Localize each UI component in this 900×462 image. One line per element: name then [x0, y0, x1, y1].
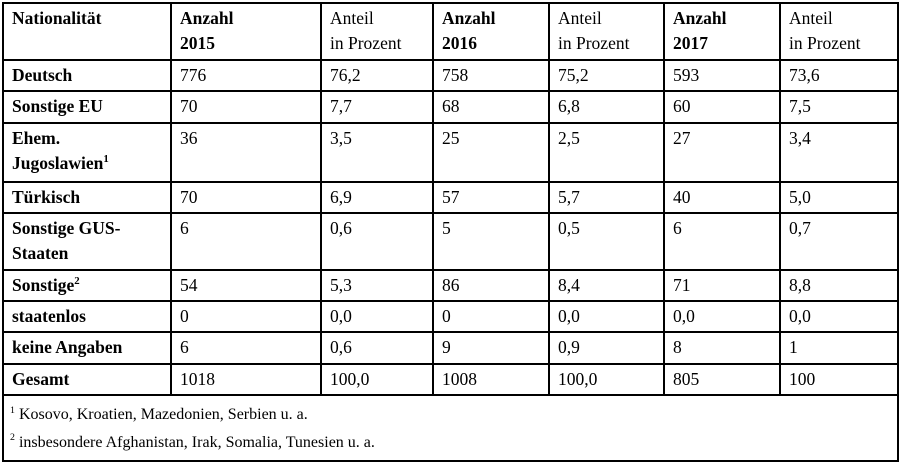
cell: 0,5: [548, 211, 665, 271]
row-label: Sonstige EU: [2, 90, 172, 124]
cell: 2,5: [548, 121, 665, 183]
table-row-sonstige: Sonstige2 54 5,3 86 8,4 71 8,8: [2, 268, 899, 303]
row-label: Sonstige2: [2, 268, 172, 303]
table-row-sonstige-gus-staaten: Sonstige GUS- Staaten 6 0,6 5 0,5 6 0,7: [2, 211, 899, 271]
cell: 25: [432, 121, 550, 183]
header-row: Nationalität Anzahl 2015 Anteil in Proze…: [2, 2, 899, 61]
cell: 60: [663, 90, 781, 124]
footnote-1-marker: 1: [10, 404, 15, 416]
column-header-nationalitaet: Nationalität: [2, 2, 172, 61]
column-header-anzahl-2015: Anzahl 2015: [170, 2, 322, 61]
cell: 0,0: [320, 299, 434, 334]
cell: 86: [432, 268, 550, 303]
cell: 8,8: [779, 268, 899, 303]
cell: 0,7: [779, 211, 899, 271]
row-label: Gesamt: [2, 362, 172, 397]
column-header-anteil-2015: Anteil in Prozent: [320, 2, 434, 61]
row-label: staatenlos: [2, 299, 172, 334]
footnote-1: 1 Kosovo, Kroatien, Mazedonien, Serbien u…: [10, 404, 308, 424]
table-row-keine-angaben: keine Angaben 6 0,6 9 0,9 8 1: [2, 331, 899, 365]
cell: 0,6: [320, 331, 434, 365]
row-label: Türkisch: [2, 180, 172, 214]
column-header-anzahl-2016: Anzahl 2016: [432, 2, 550, 61]
row-label: Sonstige GUS- Staaten: [2, 211, 172, 271]
table-row-gesamt: Gesamt 1018 100,0 1008 100,0 805 100: [2, 362, 899, 397]
cell: 7,5: [779, 90, 899, 124]
cell: 6: [170, 331, 322, 365]
row-label: keine Angaben: [2, 331, 172, 365]
cell: 5: [432, 211, 550, 271]
footnote-2-marker: 2: [10, 432, 15, 444]
cell: 5,7: [548, 180, 665, 214]
table-row-tuerkisch: Türkisch 70 6,9 57 5,7 40 5,0: [2, 180, 899, 214]
cell: 70: [170, 90, 322, 124]
cell: 758: [432, 58, 550, 93]
cell: 0: [170, 299, 322, 334]
cell: 36: [170, 121, 322, 183]
cell: 100: [779, 362, 899, 397]
cell: 5,0: [779, 180, 899, 214]
footnote-marker: 1: [103, 153, 109, 166]
cell: 3,4: [779, 121, 899, 183]
cell: 100,0: [320, 362, 434, 397]
cell: 0,6: [320, 211, 434, 271]
cell: 8: [663, 331, 781, 365]
row-label: Deutsch: [2, 58, 172, 93]
cell: 9: [432, 331, 550, 365]
row-label: Ehem. Jugoslawien1: [2, 121, 172, 183]
footnotes: 1 Kosovo, Kroatien, Mazedonien, Serbien u…: [2, 394, 899, 462]
cell: 68: [432, 90, 550, 124]
cell: 76,2: [320, 58, 434, 93]
cell: 57: [432, 180, 550, 214]
cell: 54: [170, 268, 322, 303]
cell: 27: [663, 121, 781, 183]
cell: 0,0: [663, 299, 781, 334]
cell: 0,0: [779, 299, 899, 334]
cell: 3,5: [320, 121, 434, 183]
cell: 6,9: [320, 180, 434, 214]
cell: 75,2: [548, 58, 665, 93]
table-row-deutsch: Deutsch 776 76,2 758 75,2 593 73,6: [2, 58, 899, 93]
footnotes-row: 1 Kosovo, Kroatien, Mazedonien, Serbien u…: [2, 394, 899, 462]
cell: 40: [663, 180, 781, 214]
cell: 5,3: [320, 268, 434, 303]
column-header-anteil-2016: Anteil in Prozent: [548, 2, 665, 61]
cell: 6,8: [548, 90, 665, 124]
cell: 6: [170, 211, 322, 271]
footnote-marker: 2: [74, 274, 80, 287]
table-row-sonstige-eu: Sonstige EU 70 7,7 68 6,8 60 7,5: [2, 90, 899, 124]
column-header-anteil-2017: Anteil in Prozent: [779, 2, 899, 61]
cell: 71: [663, 268, 781, 303]
cell: 1008: [432, 362, 550, 397]
cell: 7,7: [320, 90, 434, 124]
cell: 1018: [170, 362, 322, 397]
table-row-staatenlos: staatenlos 0 0,0 0 0,0 0,0 0,0: [2, 299, 899, 334]
cell: 100,0: [548, 362, 665, 397]
cell: 8,4: [548, 268, 665, 303]
cell: 70: [170, 180, 322, 214]
cell: 593: [663, 58, 781, 93]
cell: 0: [432, 299, 550, 334]
table-row-ehem-jugoslawien: Ehem. Jugoslawien1 36 3,5 25 2,5 27 3,4: [2, 121, 899, 183]
cell: 0,9: [548, 331, 665, 365]
footnote-2: 2 insbesondere Afghanistan, Irak, Somalia…: [10, 432, 375, 451]
cell: 73,6: [779, 58, 899, 93]
column-header-anzahl-2017: Anzahl 2017: [663, 2, 781, 61]
cell: 0,0: [548, 299, 665, 334]
cell: 776: [170, 58, 322, 93]
cell: 805: [663, 362, 781, 397]
cell: 6: [663, 211, 781, 271]
cell: 1: [779, 331, 899, 365]
